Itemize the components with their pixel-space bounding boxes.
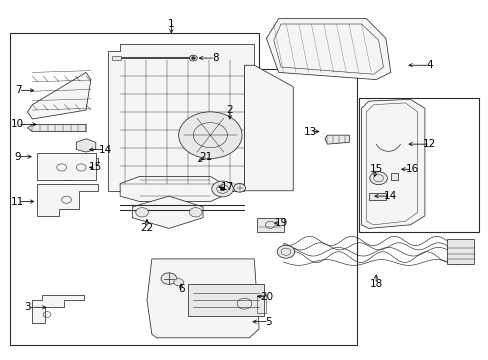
Text: 14: 14 [384, 191, 397, 201]
Circle shape [173, 279, 183, 286]
Text: 3: 3 [24, 302, 31, 312]
Circle shape [189, 208, 202, 217]
Polygon shape [147, 259, 259, 338]
Bar [188, 284, 264, 316]
Polygon shape [37, 184, 98, 216]
Circle shape [220, 187, 224, 191]
Text: 6: 6 [178, 284, 184, 294]
Circle shape [178, 112, 242, 158]
Text: 16: 16 [405, 164, 419, 174]
Polygon shape [325, 135, 348, 144]
Circle shape [233, 184, 245, 192]
Text: 2: 2 [226, 105, 233, 115]
Text: 21: 21 [199, 152, 212, 162]
Polygon shape [390, 173, 397, 180]
Text: 9: 9 [15, 152, 21, 162]
Bar [368, 193, 385, 200]
Text: 15: 15 [89, 162, 102, 172]
Text: 18: 18 [369, 279, 382, 289]
Bar [256, 295, 266, 313]
Polygon shape [76, 139, 96, 152]
Circle shape [277, 245, 294, 258]
Bar [446, 239, 473, 264]
Polygon shape [108, 44, 254, 191]
Circle shape [136, 208, 148, 217]
Text: 14: 14 [99, 144, 112, 154]
Circle shape [211, 181, 233, 197]
Polygon shape [132, 196, 203, 228]
Polygon shape [120, 176, 222, 202]
Bar [358, 98, 478, 232]
Text: 8: 8 [211, 53, 218, 63]
Polygon shape [32, 295, 83, 323]
Text: 12: 12 [422, 139, 435, 149]
Bar [112, 56, 121, 60]
Polygon shape [244, 65, 293, 191]
Polygon shape [27, 125, 86, 132]
Text: 10: 10 [11, 120, 24, 129]
Circle shape [189, 55, 197, 61]
Text: 7: 7 [16, 85, 22, 95]
Polygon shape [37, 153, 96, 180]
Polygon shape [266, 19, 390, 80]
Text: 11: 11 [11, 197, 24, 207]
Text: 1: 1 [168, 19, 174, 29]
Text: 19: 19 [274, 218, 287, 228]
Text: 15: 15 [369, 164, 382, 174]
Text: 5: 5 [265, 317, 272, 327]
Polygon shape [64, 158, 98, 180]
Circle shape [191, 57, 195, 59]
Circle shape [369, 172, 386, 185]
Text: 17: 17 [221, 182, 234, 192]
Text: 13: 13 [303, 127, 316, 136]
Text: 22: 22 [140, 224, 153, 233]
Polygon shape [361, 99, 424, 228]
Bar [256, 218, 283, 232]
Polygon shape [27, 72, 91, 119]
Text: 20: 20 [259, 292, 272, 302]
Circle shape [161, 273, 176, 284]
Text: 4: 4 [426, 60, 432, 70]
